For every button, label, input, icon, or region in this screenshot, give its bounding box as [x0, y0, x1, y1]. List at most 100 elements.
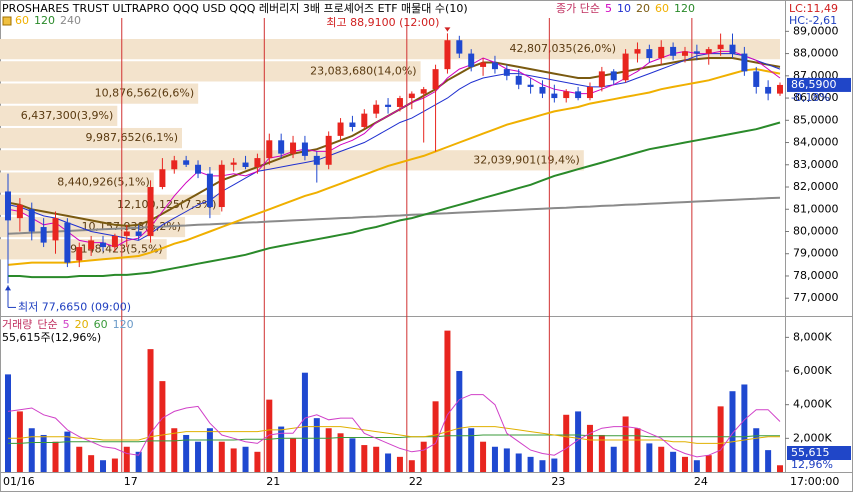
- y-tick-label: 8,000K: [793, 330, 832, 343]
- legend-label: 20: [636, 2, 650, 15]
- candle-body: [123, 231, 130, 236]
- candle-body: [147, 187, 154, 236]
- candle-body: [753, 71, 760, 87]
- profile-band: [0, 39, 780, 60]
- volume-bar: [658, 446, 665, 472]
- volume-bar: [456, 371, 463, 472]
- candle-body: [301, 142, 308, 156]
- legend-label: 20: [75, 318, 89, 331]
- legend-label: 120: [113, 318, 134, 331]
- candle-body: [64, 222, 71, 263]
- profile-label: 12,100,125(7,3%): [117, 198, 217, 211]
- y-tick-label: 77,0000: [793, 291, 839, 304]
- y-tick-label: 80,0000: [793, 224, 839, 237]
- candle-body: [408, 93, 415, 99]
- lc-label: LC:11,49: [789, 2, 838, 15]
- candle-body: [183, 160, 190, 165]
- candle-body: [278, 140, 285, 154]
- candle-body: [28, 209, 35, 232]
- legend-label: 거래량: [2, 318, 32, 331]
- volume-bar: [586, 424, 593, 472]
- candle-body: [444, 40, 451, 70]
- moving-average: [7, 68, 781, 266]
- candle-body: [670, 46, 677, 56]
- volume-bar: [266, 399, 273, 472]
- candle-body: [777, 84, 783, 94]
- y-tick-label: 81,0000: [793, 202, 839, 215]
- volume-bar: [100, 460, 107, 472]
- candle-body: [622, 53, 629, 81]
- volume-bar: [218, 441, 225, 472]
- volume-bar: [670, 451, 677, 472]
- volume-bar: [598, 434, 605, 472]
- profile-label: 32,039,901(19,4%): [473, 153, 580, 166]
- candle-body: [598, 71, 605, 87]
- candle-body: [230, 162, 237, 165]
- candle-body: [503, 69, 510, 76]
- volume-bar: [491, 446, 498, 472]
- y-tick-label: 6,000K: [793, 364, 832, 377]
- volume-bar: [539, 460, 546, 472]
- candle-body: [195, 164, 202, 174]
- volume-bar: [503, 448, 510, 472]
- volume-bar: [123, 446, 130, 472]
- candle-body: [325, 135, 332, 165]
- volume-bar: [468, 428, 475, 472]
- candle-body: [515, 75, 522, 85]
- profile-band: [0, 194, 221, 215]
- low-arrow-head: [5, 285, 11, 291]
- moving-average: [7, 394, 781, 458]
- candle-body: [337, 122, 344, 136]
- candle-body: [610, 71, 617, 81]
- volume-bar: [206, 428, 213, 472]
- candle-body: [396, 98, 403, 107]
- candle-body: [729, 44, 736, 54]
- candle-body: [40, 227, 47, 243]
- candle-body: [206, 173, 213, 208]
- x-tick-label: 22: [409, 475, 423, 488]
- candle-body: [634, 49, 641, 54]
- volume-bar: [159, 381, 166, 472]
- candle-body: [681, 51, 688, 56]
- candle-body: [361, 113, 368, 127]
- candle-body: [527, 84, 534, 87]
- volume-bar: [135, 451, 142, 472]
- candle-body: [741, 53, 748, 72]
- volume-bar: [278, 426, 285, 472]
- candle-body: [100, 242, 107, 248]
- profile-band: [0, 172, 154, 193]
- legend-label: 10: [617, 2, 631, 15]
- high-arrow-head: [444, 27, 451, 32]
- profile-band: [0, 127, 182, 149]
- candle-body: [254, 158, 261, 167]
- candle-body: [563, 91, 570, 99]
- volume-bar: [527, 456, 534, 472]
- volume-bar: [396, 456, 403, 472]
- volume-bar: [52, 441, 59, 472]
- candle-body: [16, 204, 23, 219]
- y-tick-label: 83,0000: [793, 158, 839, 171]
- candle-body: [5, 191, 11, 221]
- volume-bar: [753, 428, 760, 472]
- volume-bar: [765, 450, 772, 472]
- volume-bar: [575, 411, 582, 472]
- profile-band: [0, 61, 421, 82]
- legend-label: 120: [34, 14, 55, 27]
- volume-bar: [717, 406, 724, 472]
- y-tick-label: 88,0000: [793, 47, 839, 60]
- volume-bar: [337, 433, 344, 472]
- profile-label: 6,437,300(3,9%): [21, 109, 114, 122]
- volume-bar: [230, 448, 237, 472]
- legend-label: 종가 단순: [556, 2, 600, 15]
- candle-body: [218, 164, 225, 208]
- volume-bar: [301, 372, 308, 472]
- x-tick-label: 17: [124, 475, 138, 488]
- profile-label: 9,987,652(6,1%): [85, 131, 178, 144]
- volume-bar: [444, 330, 451, 472]
- volume-bar: [111, 458, 118, 472]
- volume-bar: [147, 349, 154, 472]
- last-price-box: [787, 77, 851, 92]
- candle-body: [135, 231, 142, 236]
- header-bg: [1, 1, 784, 17]
- moving-average: [7, 53, 781, 241]
